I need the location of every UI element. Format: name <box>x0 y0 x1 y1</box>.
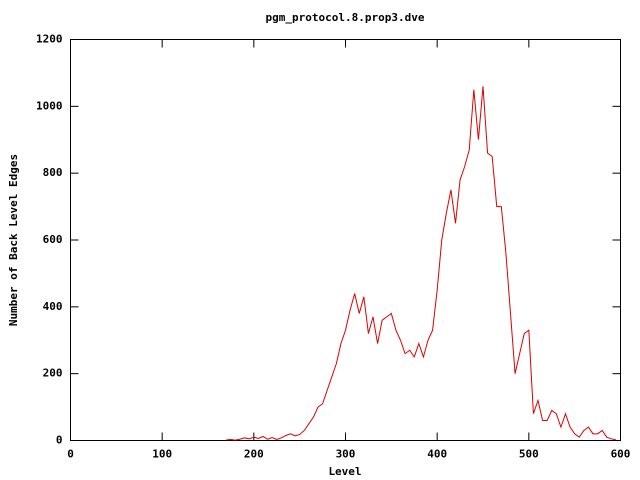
x-axis-label: Level <box>328 465 361 478</box>
y-tick-label: 1000 <box>36 99 63 112</box>
y-tick-label: 1200 <box>36 33 63 46</box>
y-tick-label: 400 <box>43 300 63 313</box>
plot-border <box>70 39 621 441</box>
x-tick-label: 600 <box>611 448 631 461</box>
x-tick-label: 0 <box>67 448 74 461</box>
x-tick-label: 200 <box>244 448 264 461</box>
x-tick-label: 400 <box>427 448 447 461</box>
data-line <box>226 86 617 441</box>
y-tick-label: 800 <box>43 166 63 179</box>
y-tick-label: 600 <box>43 233 63 246</box>
y-tick-label: 200 <box>43 367 63 380</box>
y-axis-label: Number of Back Level Edges <box>7 154 20 326</box>
chart-title: pgm_protocol.8.prop3.dve <box>266 11 425 24</box>
y-tick-label: 0 <box>56 434 63 447</box>
x-tick-label: 300 <box>336 448 356 461</box>
x-tick-label: 500 <box>519 448 539 461</box>
x-tick-label: 100 <box>152 448 172 461</box>
